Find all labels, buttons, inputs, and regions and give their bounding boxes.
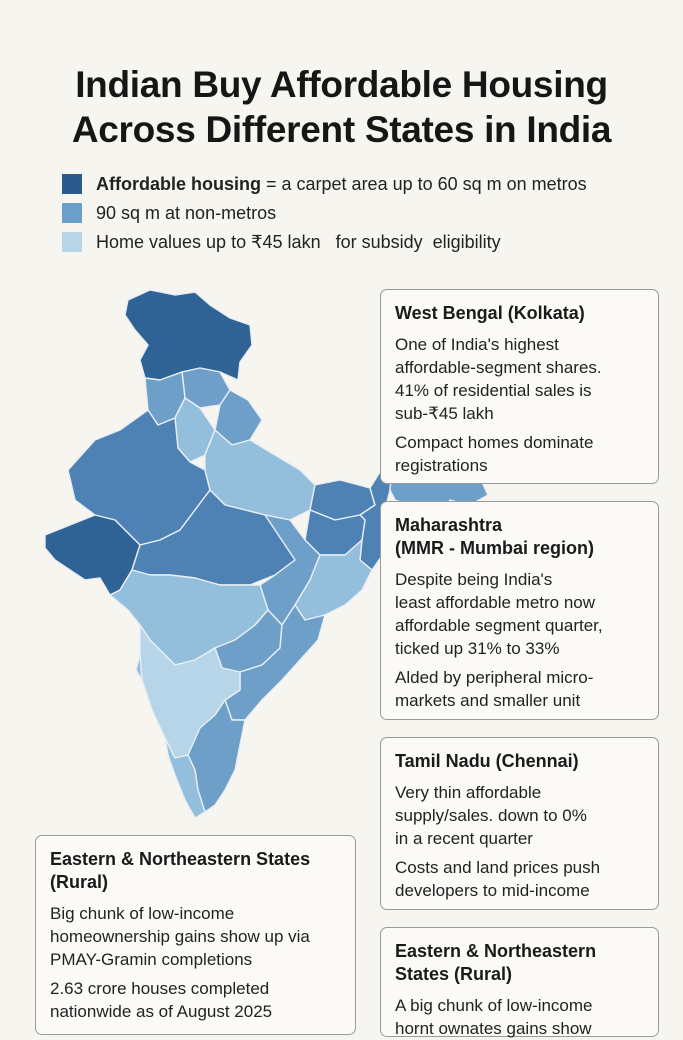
card-maharashtra: Maharashtra (MMR - Mumbai region) Despit… bbox=[380, 501, 659, 720]
legend-lead: Affordable housing bbox=[96, 173, 261, 194]
card-title: Tamil Nadu (Chennai) bbox=[395, 751, 579, 771]
card-eastern-northeastern-left: Eastern & Northeastern States (Rural) Bi… bbox=[35, 835, 356, 1035]
card-title: Maharashtra (MMR - Mumbai region) bbox=[395, 515, 594, 558]
region-jammu-kashmir bbox=[124, 289, 253, 381]
legend-text-2: 90 sq m at non-metros bbox=[96, 202, 277, 223]
card-title: Eastern & Northeastern States (Rural) bbox=[395, 941, 597, 984]
card-title: Eastern & Northeastern States (Rural) bbox=[50, 849, 311, 892]
card-paragraph: Costs and land prices push developers to… bbox=[395, 858, 601, 900]
legend: Affordable housing = a carpet area up to… bbox=[62, 174, 587, 261]
card-tamil-nadu: Tamil Nadu (Chennai) Very thin affordabl… bbox=[380, 737, 659, 910]
title-line-1: Indian Buy Affordable Housing bbox=[75, 64, 608, 105]
legend-swatch-dark bbox=[62, 174, 82, 194]
card-paragraph: Very thin affordable supply/sales. down … bbox=[395, 783, 587, 848]
card-paragraph: Despite being India's least affordable m… bbox=[395, 570, 603, 658]
legend-swatch-light bbox=[62, 232, 82, 252]
card-eastern-northeastern-right: Eastern & Northeastern States (Rural) A … bbox=[380, 927, 659, 1038]
legend-item-dark: Affordable housing = a carpet area up to… bbox=[62, 174, 587, 194]
title-line-2: Across Different States in India bbox=[71, 109, 612, 150]
legend-swatch-mid bbox=[62, 203, 82, 223]
card-paragraph: Alded by peripheral micro- markets and s… bbox=[395, 668, 594, 710]
region-kerala bbox=[164, 737, 206, 819]
legend-text-1: = a carpet area up to 60 sq m on metros bbox=[261, 173, 587, 194]
card-paragraph: Compact homes dominate registrations bbox=[395, 433, 594, 475]
legend-item-mid: 90 sq m at non-metros bbox=[62, 203, 587, 223]
region-goa bbox=[135, 654, 143, 681]
card-paragraph: 2.63 crore houses completed nationwide a… bbox=[50, 979, 273, 1021]
card-paragraph: A big chunk of low-income hornt ownates … bbox=[395, 996, 593, 1038]
region-andhra-pradesh bbox=[224, 604, 326, 721]
india-map bbox=[44, 289, 489, 819]
page-title: Indian Buy Affordable Housing Across Dif… bbox=[0, 62, 683, 152]
card-title: West Bengal (Kolkata) bbox=[395, 303, 585, 323]
region-odisha bbox=[294, 539, 373, 621]
card-west-bengal: West Bengal (Kolkata) One of India's hig… bbox=[380, 289, 659, 484]
legend-text-3: Home values up to ₹45 lakn for subsidy e… bbox=[96, 231, 501, 252]
legend-item-light: Home values up to ₹45 lakn for subsidy e… bbox=[62, 232, 587, 252]
card-paragraph: One of India's highest affordable-segmen… bbox=[395, 335, 602, 423]
card-paragraph: Big chunk of low-income homeownership ga… bbox=[50, 904, 310, 969]
